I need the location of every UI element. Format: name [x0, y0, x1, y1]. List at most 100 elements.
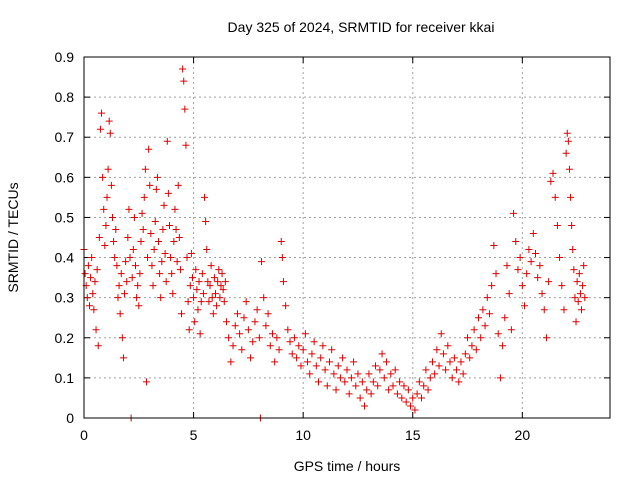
data-point: [184, 298, 192, 306]
data-point: [568, 221, 576, 229]
data-point: [244, 326, 252, 334]
data-point: [572, 318, 580, 326]
data-point: [242, 298, 250, 306]
data-point: [398, 394, 406, 402]
data-point: [400, 382, 408, 390]
data-point: [147, 229, 155, 237]
data-point: [563, 129, 571, 137]
data-point: [225, 334, 233, 342]
data-point: [371, 362, 379, 370]
data-point: [179, 65, 187, 73]
data-point: [186, 282, 194, 290]
data-point: [574, 298, 582, 306]
data-point: [98, 109, 106, 117]
data-point: [117, 270, 125, 278]
data-point: [361, 402, 369, 410]
data-point: [581, 294, 589, 302]
data-point: [114, 294, 122, 302]
data-point: [188, 274, 196, 282]
data-point: [521, 302, 529, 310]
data-point: [304, 358, 312, 366]
data-point: [168, 270, 176, 278]
data-point: [201, 193, 209, 201]
data-point: [424, 386, 432, 394]
data-point: [139, 225, 147, 233]
data-point: [278, 254, 286, 262]
data-point: [279, 278, 287, 286]
data-point: [111, 254, 119, 262]
data-point: [464, 334, 472, 342]
data-point: [162, 278, 170, 286]
data-point: [295, 342, 303, 350]
data-point: [282, 302, 290, 310]
data-point: [167, 254, 175, 262]
data-point: [89, 290, 97, 298]
data-point: [222, 318, 230, 326]
data-point: [293, 354, 301, 362]
data-point: [247, 354, 255, 362]
data-point: [450, 354, 458, 362]
data-point: [334, 362, 342, 370]
data-point: [437, 330, 445, 338]
data-point: [203, 246, 211, 254]
data-point: [290, 334, 298, 342]
data-point: [301, 330, 309, 338]
data-point: [195, 278, 203, 286]
data-point: [485, 310, 493, 318]
y-tick-label: 0.4: [55, 250, 75, 266]
data-point: [99, 173, 107, 181]
x-tick-label: 10: [295, 427, 311, 443]
data-point: [163, 137, 171, 145]
data-point: [271, 358, 279, 366]
data-point: [116, 310, 124, 318]
data-point: [253, 306, 261, 314]
data-point: [328, 346, 336, 354]
data-point: [347, 374, 355, 382]
data-point: [101, 242, 109, 250]
data-point: [558, 282, 566, 290]
data-point: [413, 390, 421, 398]
data-point: [332, 386, 340, 394]
data-point: [219, 286, 227, 294]
data-point: [126, 254, 134, 262]
data-point: [330, 370, 338, 378]
data-point: [216, 294, 224, 302]
data-point: [159, 225, 167, 233]
data-point: [525, 246, 533, 254]
data-point: [94, 342, 102, 350]
data-point: [190, 294, 198, 302]
data-point: [213, 302, 221, 310]
data-point: [312, 362, 320, 370]
data-point: [91, 278, 99, 286]
data-point: [288, 350, 296, 358]
data-point: [286, 338, 294, 346]
y-tick-label: 0.6: [55, 169, 75, 185]
data-point: [579, 282, 587, 290]
data-point: [129, 246, 137, 254]
data-point: [560, 306, 568, 314]
data-point: [145, 145, 153, 153]
data-point: [273, 334, 281, 342]
data-point: [107, 181, 115, 189]
data-point: [483, 294, 491, 302]
data-point: [389, 382, 397, 390]
data-point: [299, 346, 307, 354]
data-point: [183, 254, 191, 262]
data-point: [339, 354, 347, 362]
data-point: [551, 193, 559, 201]
data-point: [172, 225, 180, 233]
data-point: [428, 358, 436, 366]
data-point: [453, 366, 461, 374]
data-point: [315, 378, 323, 386]
y-tick-label: 0: [66, 410, 74, 426]
data-point: [343, 366, 351, 374]
data-point: [518, 282, 526, 290]
data-point: [84, 262, 92, 270]
data-point: [171, 205, 179, 213]
data-point: [575, 270, 583, 278]
data-point: [141, 165, 149, 173]
data-point: [444, 342, 452, 350]
data-point: [317, 354, 325, 362]
data-point: [105, 117, 113, 125]
data-point: [207, 262, 215, 270]
